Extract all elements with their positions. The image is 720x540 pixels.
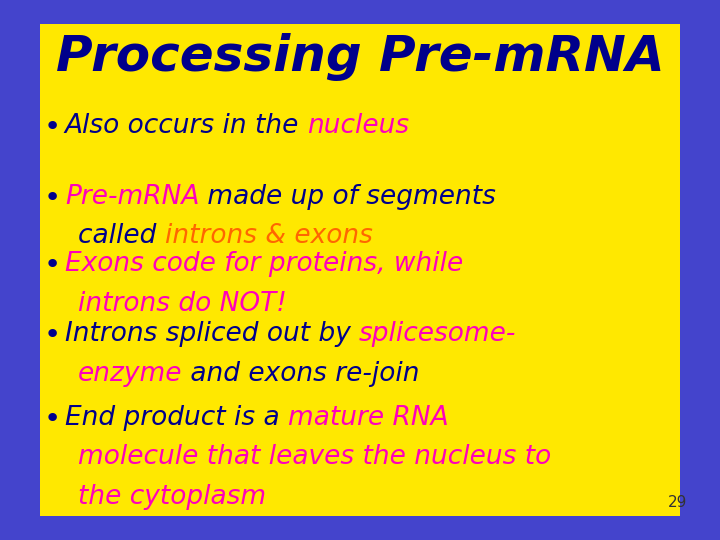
Text: Exons code for proteins, while: Exons code for proteins, while	[65, 251, 463, 277]
Text: introns & exons: introns & exons	[164, 223, 372, 249]
Text: •: •	[43, 184, 60, 212]
Text: •: •	[43, 321, 60, 349]
Text: •: •	[43, 405, 60, 433]
Text: mature RNA: mature RNA	[288, 405, 449, 431]
Text: and exons re-join: and exons re-join	[182, 361, 420, 387]
Text: introns do NOT!: introns do NOT!	[78, 291, 287, 316]
Text: molecule that leaves the nucleus to: molecule that leaves the nucleus to	[78, 444, 551, 470]
Text: made up of segments: made up of segments	[199, 184, 496, 210]
FancyBboxPatch shape	[40, 24, 680, 516]
Text: splicesome-: splicesome-	[359, 321, 516, 347]
Text: Also occurs in the: Also occurs in the	[65, 113, 307, 139]
Text: •: •	[43, 251, 60, 279]
Text: Introns spliced out by: Introns spliced out by	[65, 321, 359, 347]
Text: called: called	[78, 223, 164, 249]
Text: 29: 29	[668, 495, 688, 510]
Text: End product is a: End product is a	[65, 405, 288, 431]
Text: enzyme: enzyme	[78, 361, 182, 387]
Text: the cytoplasm: the cytoplasm	[78, 484, 266, 510]
Text: nucleus: nucleus	[307, 113, 410, 139]
Text: Processing Pre-mRNA: Processing Pre-mRNA	[55, 33, 665, 80]
Text: Pre-mRNA: Pre-mRNA	[65, 184, 199, 210]
Text: •: •	[43, 113, 60, 141]
